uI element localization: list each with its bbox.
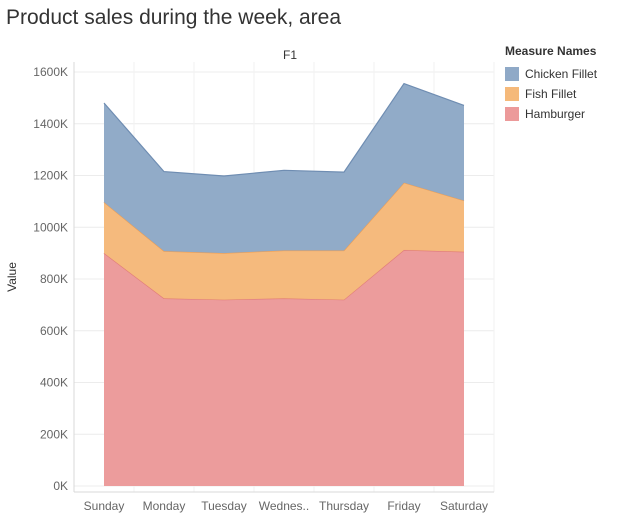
y-tick-label: 1000K bbox=[33, 220, 68, 234]
area-fish-fillet bbox=[104, 182, 464, 300]
legend-item-hamburger[interactable]: Hamburger bbox=[505, 104, 597, 124]
area-chicken-fillet bbox=[104, 83, 464, 254]
y-tick-label: 1600K bbox=[33, 65, 68, 79]
axes: 0K 200K 400K 600K 800K 1000K 1200K 1400K 1600K Su… bbox=[33, 62, 494, 513]
area-line-chicken-fillet bbox=[103, 82, 465, 177]
legend-label: Fish Fillet bbox=[525, 87, 577, 101]
y-tick-label: 0K bbox=[53, 479, 68, 493]
legend-item-chicken-fillet[interactable]: Chicken Fillet bbox=[505, 64, 597, 84]
chart-title: Product sales during the week, area bbox=[6, 6, 342, 29]
area-series bbox=[103, 82, 465, 486]
x-tick-label: Tuesday bbox=[201, 499, 247, 513]
facet-label: F1 bbox=[282, 48, 297, 62]
legend-swatch-fish-fillet bbox=[505, 87, 519, 101]
area-hamburger bbox=[104, 250, 464, 486]
y-tick-label: 600K bbox=[40, 324, 68, 338]
y-tick-label: 400K bbox=[40, 376, 68, 390]
x-tick-label: Thursday bbox=[319, 499, 369, 513]
legend-swatch-chicken-fillet bbox=[505, 67, 519, 81]
legend-swatch-hamburger bbox=[505, 107, 519, 121]
x-tick-label: Friday bbox=[387, 499, 420, 513]
y-axis-label: Value bbox=[5, 262, 19, 292]
y-tick-label: 1400K bbox=[33, 117, 68, 131]
legend-title: Measure Names bbox=[505, 44, 597, 58]
legend-label: Chicken Fillet bbox=[525, 67, 598, 81]
x-tick-label: Monday bbox=[143, 499, 186, 513]
x-tick-label: Wednes.. bbox=[259, 499, 309, 513]
y-tick-label: 1200K bbox=[33, 169, 68, 183]
legend: Measure Names Chicken Fillet Fish Fillet… bbox=[505, 44, 597, 124]
x-tick-label: Saturday bbox=[440, 499, 488, 513]
legend-label: Hamburger bbox=[525, 107, 586, 121]
legend-item-fish-fillet[interactable]: Fish Fillet bbox=[505, 84, 597, 104]
x-tick-label: Sunday bbox=[84, 499, 125, 513]
y-tick-label: 800K bbox=[40, 272, 68, 286]
y-tick-label: 200K bbox=[40, 427, 68, 441]
